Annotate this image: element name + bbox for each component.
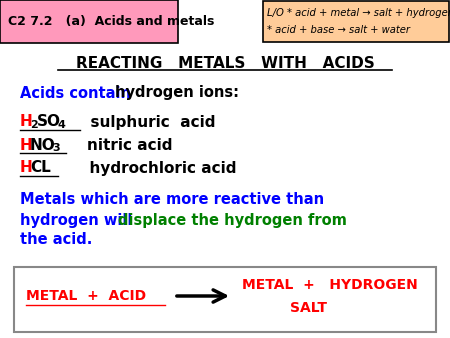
FancyBboxPatch shape <box>14 267 436 332</box>
Text: SO: SO <box>37 115 61 129</box>
Text: REACTING   METALS   WITH   ACIDS: REACTING METALS WITH ACIDS <box>76 55 374 71</box>
Text: H: H <box>20 138 33 152</box>
Text: the acid.: the acid. <box>20 233 92 247</box>
Text: L/O * acid + metal → salt + hydrogen: L/O * acid + metal → salt + hydrogen <box>267 8 450 18</box>
Text: Metals which are more reactive than: Metals which are more reactive than <box>20 193 324 208</box>
Text: hydrochloric acid: hydrochloric acid <box>58 161 237 175</box>
Text: METAL  +  ACID: METAL + ACID <box>26 289 146 303</box>
Text: C2 7.2   (a)  Acids and metals: C2 7.2 (a) Acids and metals <box>8 15 214 27</box>
Text: Acids contain: Acids contain <box>20 86 136 100</box>
Text: hydrogen will: hydrogen will <box>20 213 138 227</box>
Text: sulphuric  acid: sulphuric acid <box>80 115 216 129</box>
Text: displace the hydrogen from: displace the hydrogen from <box>118 213 347 227</box>
Text: SALT: SALT <box>290 301 327 315</box>
Text: CL: CL <box>30 161 51 175</box>
Text: 4: 4 <box>58 120 66 130</box>
Text: 2: 2 <box>30 120 38 130</box>
Text: NO: NO <box>30 138 56 152</box>
Text: METAL  +   HYDROGEN: METAL + HYDROGEN <box>242 278 418 292</box>
FancyBboxPatch shape <box>263 1 449 42</box>
Text: 3: 3 <box>52 143 59 153</box>
Text: H: H <box>20 161 33 175</box>
Text: nitric acid: nitric acid <box>66 138 172 152</box>
Text: * acid + base → salt + water: * acid + base → salt + water <box>267 25 410 35</box>
Text: hydrogen ions:: hydrogen ions: <box>115 86 239 100</box>
FancyBboxPatch shape <box>0 0 178 43</box>
Text: H: H <box>20 115 33 129</box>
